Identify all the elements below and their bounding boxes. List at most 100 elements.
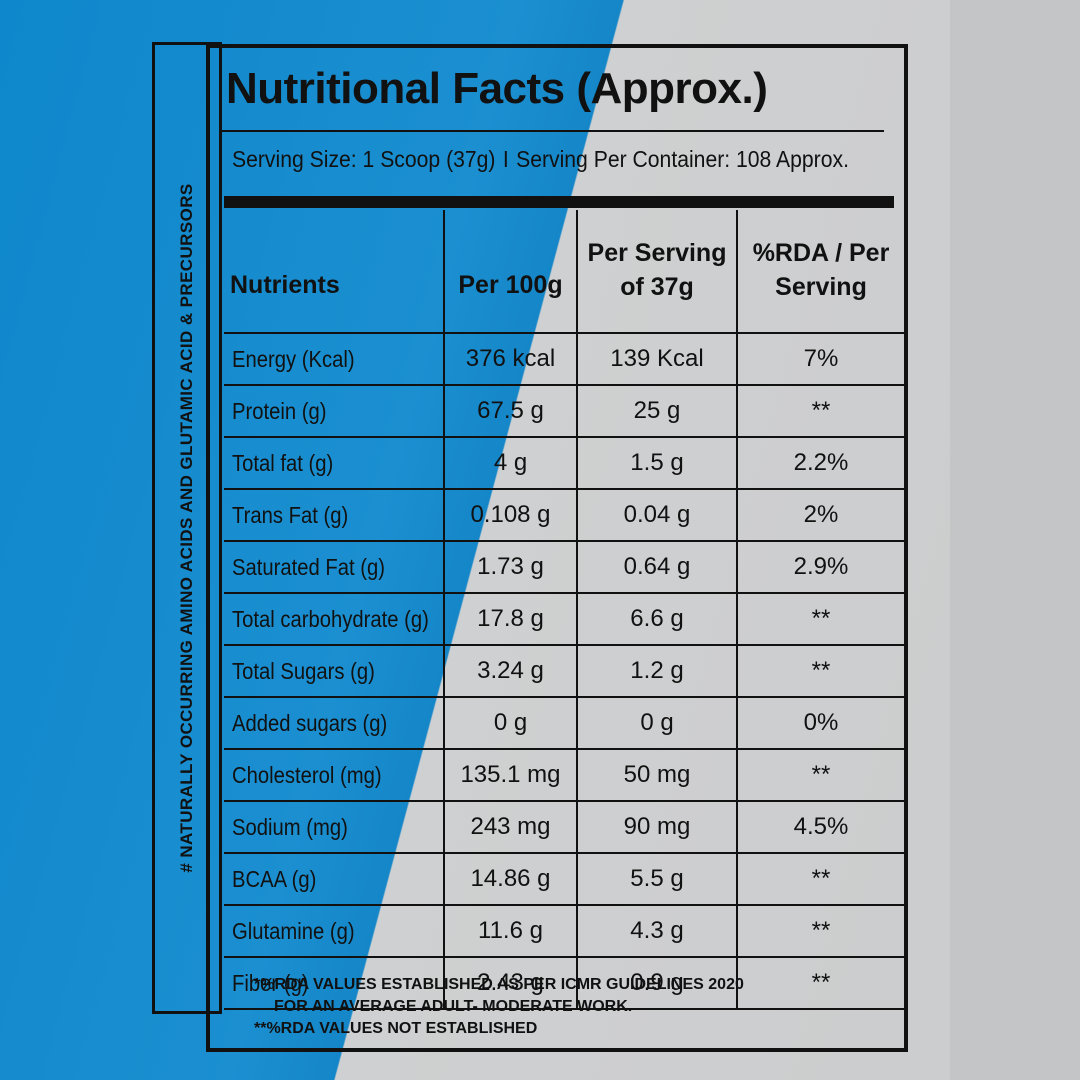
nutrient-label: Protein (g) — [232, 397, 327, 424]
nutrient-name: Fiber (g) — [224, 957, 444, 1010]
per-serving-value: 1.2 g — [576, 645, 737, 698]
footnote-rda-not-established: **%RDA VALUES NOT ESTABLISHED — [254, 1020, 538, 1037]
header-rda: %RDA / Per Serving — [736, 210, 904, 334]
serving-size: Serving Size: 1 Scoop (37g) — [232, 146, 496, 172]
title-divider — [222, 130, 884, 132]
nutrient-label: Added sugars (g) — [232, 709, 388, 736]
rda-value: ** — [736, 957, 904, 1010]
nutrition-panel — [206, 44, 908, 1052]
nutrition-table: Nutrients Per 100g Per Serving of 37g %R… — [224, 210, 904, 1010]
rda-value: ** — [736, 853, 904, 906]
rda-value: ** — [736, 385, 904, 438]
nutrient-name: Saturated Fat (g) — [224, 541, 444, 594]
table-row: Protein (g) 67.5 g 25 g ** — [224, 385, 904, 438]
rda-value: ** — [736, 749, 904, 802]
rda-value: ** — [736, 905, 904, 958]
table-row: Fiber (g) 2.43 g 0.9 g ** — [224, 957, 904, 1010]
nutrient-name: Sodium (mg) — [224, 801, 444, 854]
table-row: Sodium (mg) 243 mg 90 mg 4.5% — [224, 801, 904, 854]
per-100g-value: 1.73 g — [443, 541, 577, 594]
per-serving-value: 0.04 g — [576, 489, 737, 542]
table-row: Cholesterol (mg) 135.1 mg 50 mg ** — [224, 749, 904, 802]
per-serving-value: 50 mg — [576, 749, 737, 802]
rda-value: ** — [736, 593, 904, 646]
table-row: Total Sugars (g) 3.24 g 1.2 g ** — [224, 645, 904, 698]
rda-value: ** — [736, 645, 904, 698]
per-100g-value: 3.24 g — [443, 645, 577, 698]
per-100g-value: 67.5 g — [443, 385, 577, 438]
panel-title: Nutritional Facts (Approx.) — [226, 64, 768, 113]
footnote-rda-established: *%RDA VALUES ESTABLISHED AS PER ICMR GUI… — [254, 976, 744, 993]
header-nutrients: Nutrients — [224, 210, 444, 334]
per-100g-value: 14.86 g — [443, 853, 577, 906]
nutrient-name: Total fat (g) — [224, 437, 444, 490]
per-serving-value: 139 Kcal — [576, 333, 737, 386]
nutrient-name: Total carbohydrate (g) — [224, 593, 444, 646]
serving-separator: I — [502, 146, 509, 172]
rda-value: 0% — [736, 697, 904, 750]
table-row: Glutamine (g) 11.6 g 4.3 g ** — [224, 905, 904, 958]
nutrient-name: Cholesterol (mg) — [224, 749, 444, 802]
thick-divider — [224, 196, 894, 208]
table-row: Energy (Kcal) 376 kcal 139 Kcal 7% — [224, 333, 904, 386]
nutrient-name: Energy (Kcal) — [224, 333, 444, 386]
nutrient-label: Trans Fat (g) — [232, 501, 349, 528]
per-serving-value: 25 g — [576, 385, 737, 438]
nutrient-label: Total Sugars (g) — [232, 657, 375, 684]
per-serving-value: 5.5 g — [576, 853, 737, 906]
rda-value: 2% — [736, 489, 904, 542]
rda-value: 7% — [736, 333, 904, 386]
per-100g-value: 2.43 g — [443, 957, 577, 1010]
table-row: BCAA (g) 14.86 g 5.5 g ** — [224, 853, 904, 906]
per-serving-value: 90 mg — [576, 801, 737, 854]
header-per-serving: Per Serving of 37g — [576, 210, 737, 334]
per-serving-value: 1.5 g — [576, 437, 737, 490]
header-per-100g: Per 100g — [443, 210, 577, 334]
table-row: Saturated Fat (g) 1.73 g 0.64 g 2.9% — [224, 541, 904, 594]
nutrient-label: BCAA (g) — [232, 865, 317, 892]
per-100g-value: 11.6 g — [443, 905, 577, 958]
table-row: Total fat (g) 4 g 1.5 g 2.2% — [224, 437, 904, 490]
nutrient-label: Energy (Kcal) — [232, 345, 355, 372]
rda-value: 2.9% — [736, 541, 904, 594]
side-label-text: # NATURALLY OCCURRING AMINO ACIDS AND GL… — [177, 183, 196, 873]
per-serving-value: 0.9 g — [576, 957, 737, 1010]
nutrient-label: Cholesterol (mg) — [232, 761, 382, 788]
nutrient-label: Total fat (g) — [232, 449, 334, 476]
rda-value: 2.2% — [736, 437, 904, 490]
per-100g-value: 243 mg — [443, 801, 577, 854]
nutrient-label: Fiber (g) — [232, 969, 309, 996]
per-100g-value: 135.1 mg — [443, 749, 577, 802]
nutrient-label: Total carbohydrate (g) — [232, 605, 429, 632]
per-100g-value: 376 kcal — [443, 333, 577, 386]
nutrient-name: Total Sugars (g) — [224, 645, 444, 698]
nutrient-label: Saturated Fat (g) — [232, 553, 385, 580]
table-row: Total carbohydrate (g) 17.8 g 6.6 g ** — [224, 593, 904, 646]
per-serving-value: 6.6 g — [576, 593, 737, 646]
rda-value: 4.5% — [736, 801, 904, 854]
side-label-box — [152, 42, 222, 1014]
nutrient-label: Glutamine (g) — [232, 917, 355, 944]
nutrient-name: Protein (g) — [224, 385, 444, 438]
nutrient-name: Glutamine (g) — [224, 905, 444, 958]
footnotes: *%RDA VALUES ESTABLISHED AS PER ICMR GUI… — [254, 974, 744, 1040]
footnote-average-adult: FOR AN AVERAGE ADULT- MODERATE WORK. — [274, 998, 633, 1015]
per-100g-value: 0 g — [443, 697, 577, 750]
per-serving-value: 0.64 g — [576, 541, 737, 594]
background-right-band — [950, 0, 1080, 1080]
per-serving-value: 4.3 g — [576, 905, 737, 958]
per-serving-value: 0 g — [576, 697, 737, 750]
nutrient-label: Sodium (mg) — [232, 813, 348, 840]
nutrient-name: Trans Fat (g) — [224, 489, 444, 542]
serving-info: Serving Size: 1 Scoop (37g) I Serving Per … — [232, 146, 849, 173]
per-100g-value: 17.8 g — [443, 593, 577, 646]
per-100g-value: 4 g — [443, 437, 577, 490]
nutrient-name: BCAA (g) — [224, 853, 444, 906]
per-100g-value: 0.108 g — [443, 489, 577, 542]
nutrient-name: Added sugars (g) — [224, 697, 444, 750]
table-body: Energy (Kcal) 376 kcal 139 Kcal 7% Protein (… — [224, 333, 904, 1010]
servings-per-container: Serving Per Container: 108 Approx. — [516, 146, 849, 172]
table-header-row: Nutrients Per 100g Per Serving of 37g %R… — [224, 210, 904, 334]
table-row: Trans Fat (g) 0.108 g 0.04 g 2% — [224, 489, 904, 542]
